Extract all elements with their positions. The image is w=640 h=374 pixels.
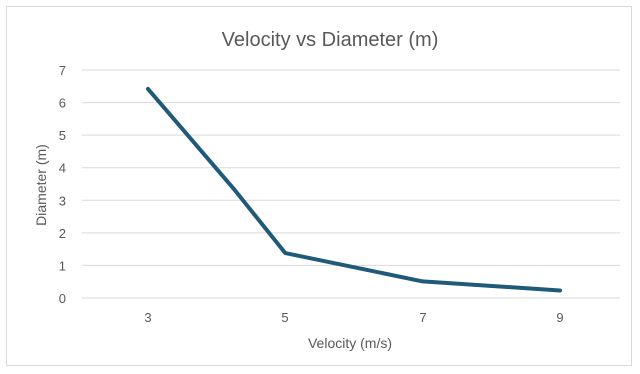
y-tick-label: 0 bbox=[59, 291, 66, 306]
x-tick-label: 7 bbox=[419, 310, 426, 325]
series-layer bbox=[146, 86, 562, 293]
y-tick-label: 6 bbox=[59, 96, 66, 111]
y-tick-label: 4 bbox=[59, 161, 66, 176]
chart-frame bbox=[6, 6, 632, 366]
y-tick-label: 3 bbox=[59, 193, 66, 208]
y-axis-ticks: 0 1 2 3 4 5 6 7 bbox=[59, 63, 66, 306]
y-tick-label: 7 bbox=[59, 63, 66, 78]
x-tick-label: 9 bbox=[556, 310, 563, 325]
gridlines bbox=[82, 69, 620, 299]
x-axis-ticks: 3 5 7 9 bbox=[144, 310, 563, 325]
x-axis-label: Velocity (m/s) bbox=[308, 335, 392, 351]
x-tick-label: 5 bbox=[281, 310, 288, 325]
chart-title: Velocity vs Diameter (m) bbox=[222, 29, 439, 51]
y-tick-label: 1 bbox=[59, 258, 66, 273]
series-line-0 bbox=[146, 86, 562, 293]
y-tick-label: 5 bbox=[59, 128, 66, 143]
y-tick-label: 2 bbox=[59, 226, 66, 241]
x-tick-label: 3 bbox=[144, 310, 151, 325]
y-axis-label: Diameter (m) bbox=[33, 144, 49, 226]
